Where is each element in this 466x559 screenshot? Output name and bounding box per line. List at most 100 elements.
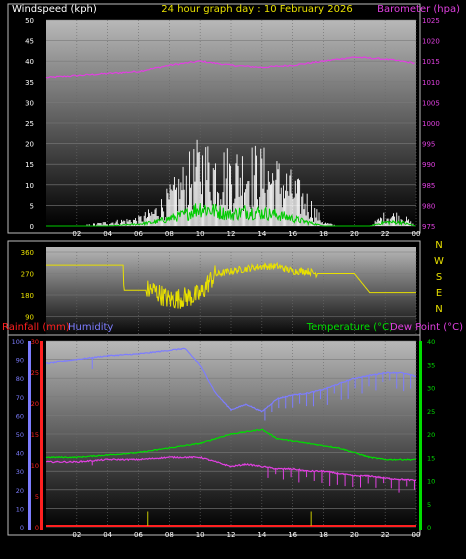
humidity-y-tick-label: 60 <box>16 412 24 420</box>
barometer-y-tick-label: 985 <box>422 182 435 190</box>
temperature-x-tick-label: 08 <box>165 531 174 539</box>
barometer-line <box>45 56 415 79</box>
wind-x-tick-label: 12 <box>227 230 236 238</box>
temperature-x-tick-label: 06 <box>134 531 143 539</box>
humidity-y-tick-label: 50 <box>16 431 24 439</box>
wind-y-tick-label: 0 <box>30 223 34 231</box>
humidity-y-tick-label: 20 <box>16 487 24 495</box>
humidity-y-tick-label: 70 <box>16 394 24 402</box>
humidity-y-tick-label: 30 <box>16 468 24 476</box>
humidity-y-tick-label: 0 <box>20 524 24 532</box>
wind-axis: 0510152025303540455097598098599099510001… <box>25 17 440 231</box>
temperature-series <box>45 347 417 527</box>
direction-plot-area <box>46 247 416 338</box>
temperature-axis-title: Temperature (°C) <box>306 322 393 333</box>
direction-axis: 090180270360NWSEN <box>21 240 444 343</box>
direction-series <box>46 261 416 309</box>
barometer-y-tick-label: 1020 <box>422 38 440 46</box>
humidity-y-tick-label: 100 <box>12 338 24 346</box>
temperature-x-tick-label: 04 <box>103 531 112 539</box>
temperature-line <box>46 428 417 461</box>
dewpoint-line <box>46 455 417 482</box>
barometer-y-tick-label: 1025 <box>422 17 440 25</box>
wind-y-tick-label: 20 <box>25 141 34 149</box>
humidity-y-tick-label: 90 <box>16 357 24 365</box>
wind-y-tick-label: 5 <box>30 202 34 210</box>
barometer-y-tick-label: 1010 <box>422 79 440 87</box>
rainfall-y-tick-label: 0 <box>35 524 39 532</box>
wind-x-tick-label: 00 <box>412 230 421 238</box>
direction-y-tick-label: 270 <box>21 271 34 279</box>
compass-label-n: N <box>435 304 442 315</box>
temperature-x-tick-label: 14 <box>257 531 266 539</box>
wind-y-tick-label: 35 <box>25 79 34 87</box>
direction-y-tick-label: 180 <box>21 292 34 300</box>
barometer-y-tick-label: 990 <box>422 161 435 169</box>
wind-x-tick-label: 08 <box>165 230 174 238</box>
temperature-x-tick-label: 20 <box>350 531 359 539</box>
barometer-y-tick-label: 1015 <box>422 58 440 66</box>
rainfall-y-tick-label: 30 <box>31 338 39 346</box>
wind-series <box>45 56 416 227</box>
wind-x-tick-label: 04 <box>103 230 112 238</box>
temperature-x-tick-label: 02 <box>72 531 81 539</box>
humidity-line <box>45 347 417 413</box>
compass-label-n: N <box>435 240 442 251</box>
wind-x-tick-label: 14 <box>257 230 266 238</box>
temperature-y-tick-label: 10 <box>427 478 435 486</box>
wind-y-tick-label: 30 <box>25 99 34 107</box>
wind-x-tick-label: 16 <box>288 230 297 238</box>
temperature-x-tick-label: 22 <box>381 531 390 539</box>
temperature-y-tick-label: 40 <box>427 338 435 346</box>
temperature-y-tick-label: 25 <box>427 408 435 416</box>
wind-y-tick-label: 15 <box>25 161 34 169</box>
temperature-x-tick-label: 10 <box>196 531 205 539</box>
wind-axis-title: Windspeed (kph) <box>12 4 97 15</box>
wind-x-tick-label: 22 <box>381 230 390 238</box>
rainfall-y-tick-label: 25 <box>31 369 39 377</box>
humidity-y-tick-label: 10 <box>16 505 24 513</box>
wind-y-tick-label: 50 <box>25 17 34 25</box>
wind-y-tick-label: 10 <box>25 182 34 190</box>
compass-label-s: S <box>436 272 442 283</box>
wind-x-tick-label: 18 <box>319 230 328 238</box>
humidity-axis-bar <box>28 341 31 530</box>
direction-y-tick-label: 90 <box>25 314 34 322</box>
temperature-x-tick-label: 18 <box>319 531 328 539</box>
temperature-grid: 02 04 06 08 10 12 14 16 18 20 22 00 <box>46 340 421 539</box>
barometer-y-tick-label: 975 <box>422 223 435 231</box>
wind-average-line <box>46 203 416 227</box>
temperature-x-tick-label: 16 <box>288 531 297 539</box>
temperature-y-tick-label: 35 <box>427 361 435 369</box>
barometer-y-tick-label: 1005 <box>422 99 440 107</box>
rainfall-y-tick-label: 10 <box>31 462 39 470</box>
wind-direction-line <box>46 261 416 309</box>
wind-x-tick-label: 10 <box>196 230 205 238</box>
temperature-plot-area <box>46 341 416 530</box>
temperature-x-tick-label: 12 <box>227 531 236 539</box>
temperature-y-tick-label: 5 <box>427 501 431 509</box>
wind-y-tick-label: 40 <box>25 58 34 66</box>
compass-label-e: E <box>436 288 442 299</box>
rainfall-axis-title: Rainfall (mm) <box>2 322 70 333</box>
temperature-x-tick-label: 00 <box>412 531 421 539</box>
temperature-y-tick-label: 15 <box>427 454 435 462</box>
rainfall-y-tick-label: 15 <box>31 431 39 439</box>
dewpoint-axis-title: Dew Point (°C) <box>390 322 463 333</box>
compass-label-w: W <box>434 256 444 267</box>
barometer-y-tick-label: 995 <box>422 141 435 149</box>
humidity-axis-title: Humidity <box>68 322 113 333</box>
chart-title: 24 hour graph day : 10 February 2026 <box>161 4 352 15</box>
wind-y-tick-label: 25 <box>25 120 34 128</box>
temperature-y-tick-label: 30 <box>427 385 435 393</box>
direction-y-tick-label: 360 <box>21 249 34 257</box>
wind-x-tick-label: 20 <box>350 230 359 238</box>
temperature-axis-bar <box>419 341 422 530</box>
barometer-y-tick-label: 980 <box>422 202 435 210</box>
humidity-y-tick-label: 40 <box>16 450 24 458</box>
wind-x-tick-label: 06 <box>134 230 143 238</box>
rainfall-y-tick-label: 5 <box>35 493 39 501</box>
barometer-y-tick-label: 1000 <box>422 120 440 128</box>
